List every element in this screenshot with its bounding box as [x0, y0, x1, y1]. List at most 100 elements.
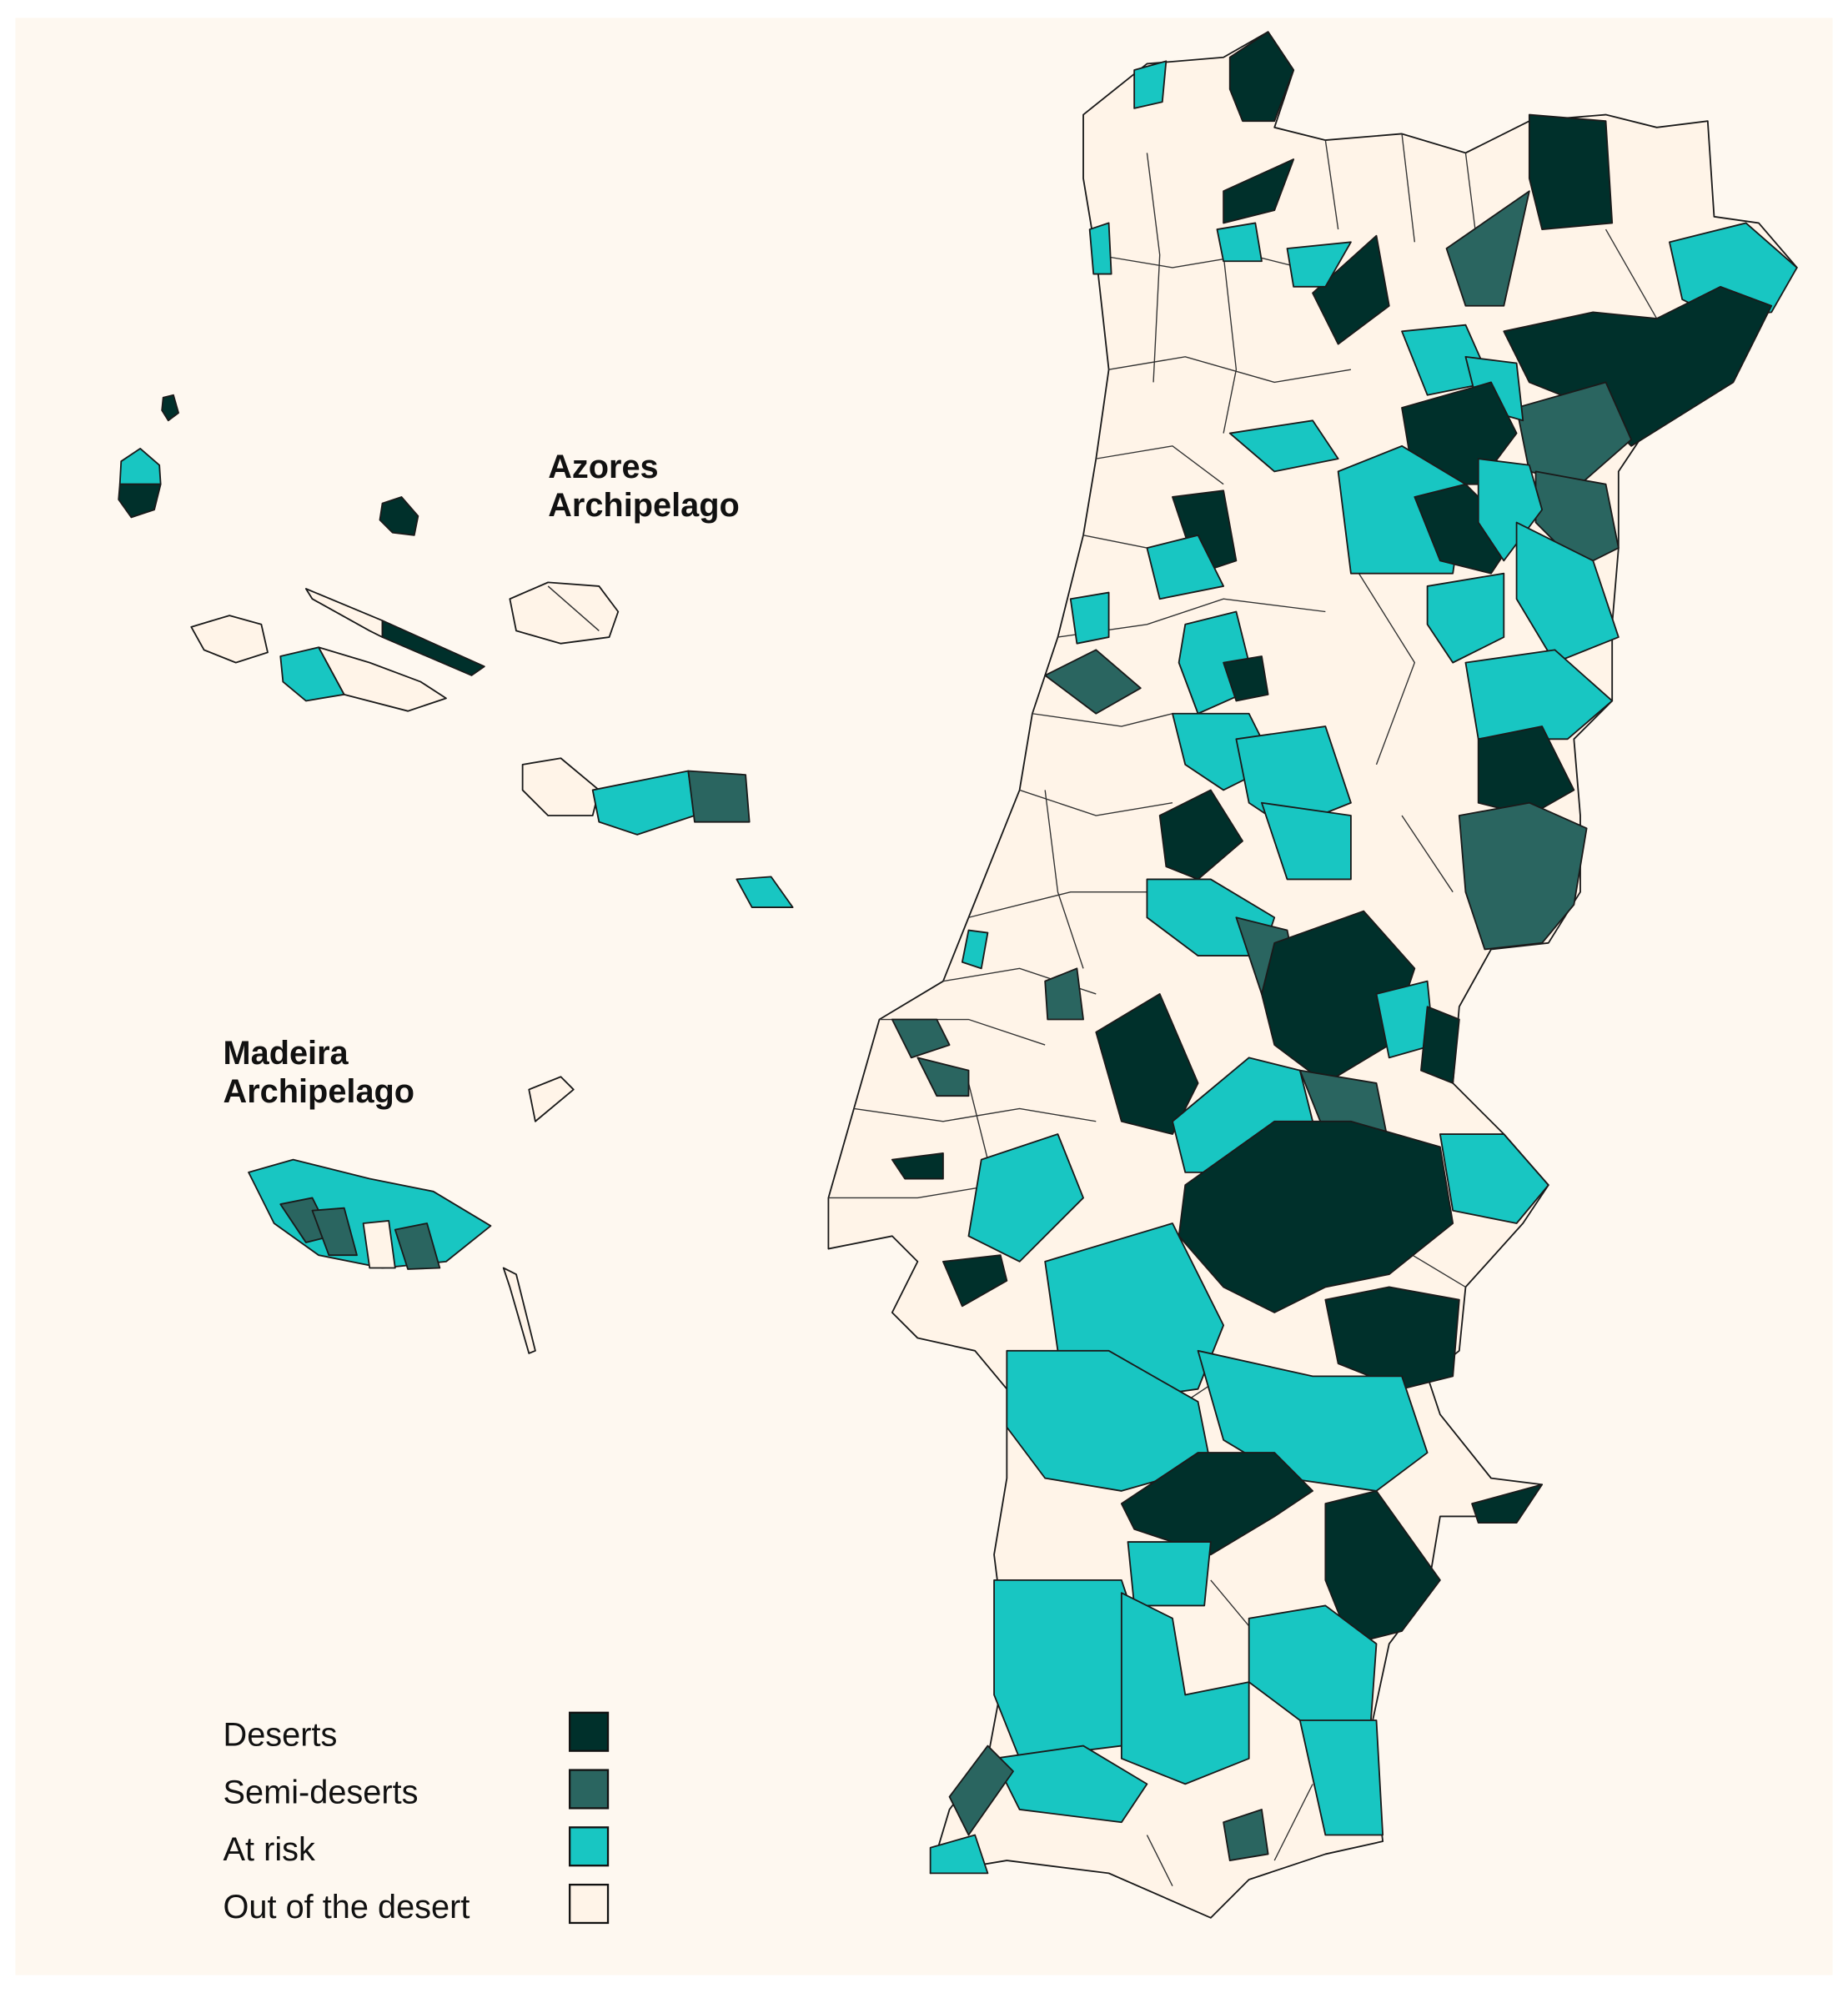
municipality	[1120, 1452, 1313, 1556]
municipality	[1044, 967, 1084, 1021]
municipality	[1261, 910, 1416, 1084]
legend-label: Semi-deserts	[223, 1774, 419, 1810]
municipal-border	[1273, 1784, 1313, 1861]
azores-label: Azores	[548, 449, 658, 485]
municipal-border	[1350, 560, 1416, 766]
municipality	[1515, 521, 1620, 664]
municipality	[993, 1745, 1148, 1824]
legend-swatch	[569, 1826, 610, 1867]
municipality	[1420, 1006, 1460, 1084]
municipal-border	[1044, 790, 1084, 969]
municipality	[1146, 534, 1225, 600]
municipality	[509, 581, 620, 645]
legend-label: Out of the desert	[223, 1889, 470, 1925]
municipality	[942, 1254, 1008, 1308]
municipality	[381, 620, 485, 676]
municipality	[1216, 222, 1263, 263]
municipality	[502, 1267, 536, 1354]
municipality	[1178, 1120, 1454, 1313]
municipality	[891, 1152, 944, 1180]
municipality	[1458, 801, 1588, 951]
municipality	[161, 394, 179, 422]
municipality	[190, 615, 269, 664]
legend-label: Deserts	[223, 1717, 338, 1754]
municipal-border	[1108, 356, 1352, 384]
municipal-border	[828, 1184, 995, 1199]
municipal-border	[1146, 153, 1161, 383]
municipality	[394, 1222, 441, 1270]
municipality	[1445, 190, 1530, 307]
municipality	[961, 929, 989, 970]
municipal-border	[1082, 535, 1147, 549]
municipality	[1669, 222, 1798, 319]
municipality	[1439, 1133, 1549, 1224]
municipality	[687, 770, 751, 823]
legend-label: At risk	[223, 1831, 315, 1868]
municipality	[591, 770, 696, 836]
municipal-border	[1096, 254, 1326, 275]
legend-swatch	[569, 1769, 610, 1810]
azores-label: Archipelago	[548, 487, 740, 524]
municipality	[1223, 655, 1269, 702]
municipal-border	[1032, 713, 1173, 727]
municipality	[916, 1057, 970, 1097]
municipality	[1464, 649, 1614, 740]
municipality	[1324, 1286, 1460, 1390]
municipal-border	[1604, 228, 1658, 319]
municipality	[1044, 649, 1142, 715]
municipality	[1223, 158, 1295, 224]
municipality	[311, 1207, 358, 1257]
municipality	[318, 646, 447, 712]
municipality	[1120, 1592, 1250, 1785]
madeira-label: Madeira	[223, 1035, 349, 1072]
municipality	[948, 1745, 1014, 1836]
municipal-border	[853, 1107, 1097, 1122]
municipal-border	[1019, 789, 1173, 816]
municipality	[967, 1133, 1084, 1263]
municipality	[1223, 1809, 1269, 1861]
municipality	[1312, 234, 1390, 345]
madeira-label: Archipelago	[223, 1073, 415, 1110]
municipality	[1324, 1489, 1441, 1645]
municipal-border	[1324, 139, 1339, 230]
legend-swatch	[569, 1883, 610, 1925]
municipality	[118, 483, 162, 519]
municipality	[1069, 591, 1110, 645]
municipality	[1228, 419, 1339, 473]
municipality	[1127, 1541, 1212, 1607]
municipality	[1426, 572, 1505, 664]
municipality	[304, 588, 384, 638]
municipality	[521, 757, 600, 816]
municipality	[1286, 241, 1352, 288]
municipality	[1158, 789, 1243, 881]
municipality	[1261, 801, 1352, 881]
municipal-border	[1401, 133, 1416, 243]
municipality	[1228, 31, 1295, 123]
municipal-border	[1096, 445, 1224, 485]
legend-swatch	[569, 1711, 610, 1752]
regions	[118, 31, 1798, 1919]
municipal-border	[1223, 254, 1238, 434]
legend: Deserts Semi-deserts At risk Out of the des…	[223, 1711, 610, 1925]
municipal-border	[968, 891, 1147, 918]
municipality	[1477, 725, 1575, 816]
municipality	[736, 876, 794, 908]
island-border	[547, 585, 600, 632]
municipality	[1133, 60, 1168, 109]
municipal-border	[1146, 1835, 1173, 1886]
municipal-border	[1401, 815, 1454, 893]
municipality	[279, 646, 345, 702]
municipality	[528, 1076, 575, 1122]
municipality	[891, 1018, 951, 1059]
municipality	[118, 447, 162, 485]
municipality	[1088, 222, 1112, 275]
municipality	[1298, 1719, 1384, 1836]
municipality	[362, 1220, 396, 1269]
municipality	[379, 496, 419, 536]
municipality	[929, 1834, 989, 1875]
municipality	[1528, 113, 1614, 230]
municipality	[1095, 993, 1199, 1135]
municipality	[1471, 1483, 1544, 1524]
municipality	[1515, 381, 1633, 485]
